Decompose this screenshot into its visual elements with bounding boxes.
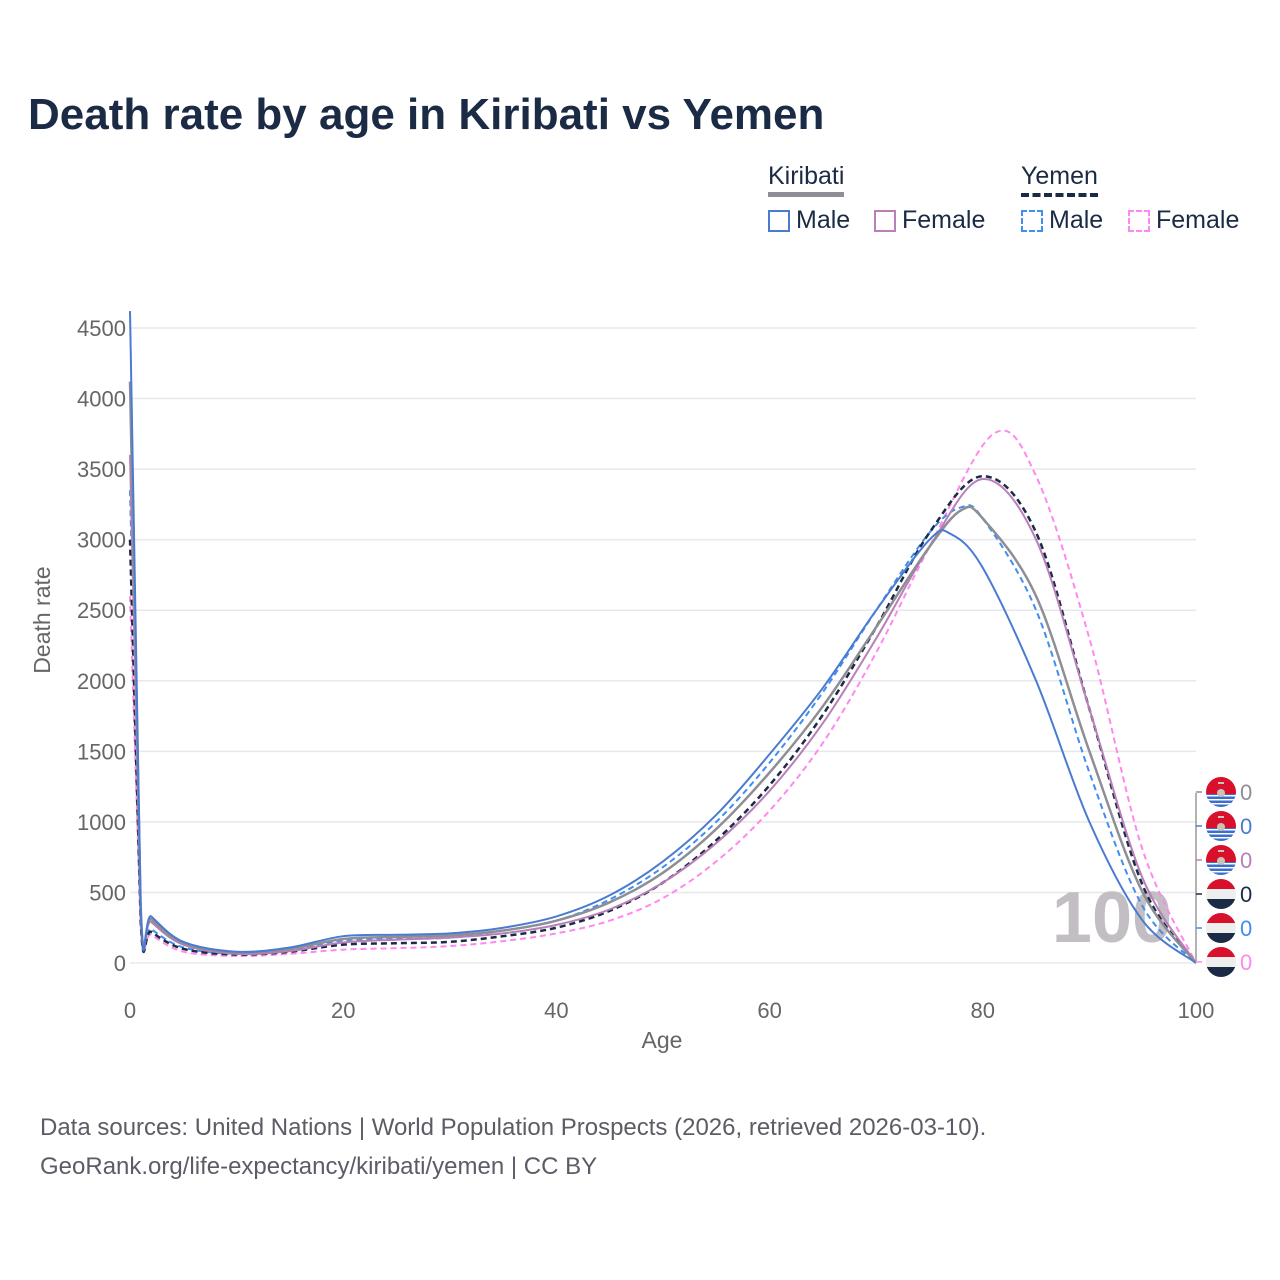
yemen-flag-icon (1206, 947, 1236, 977)
series-line-kiribati-female[interactable] (129, 454, 1197, 964)
kiribati-flag-icon (1206, 811, 1236, 841)
x-tick-label: 40 (544, 998, 568, 1023)
series-line-yemen-male[interactable] (129, 490, 1197, 964)
legend-kiribati-label: Kiribati (768, 162, 845, 190)
x-tick-label: 0 (124, 998, 136, 1023)
legend-label: Female (1156, 206, 1240, 234)
x-tick-label: 20 (331, 998, 355, 1023)
legend-swatch-icon (1021, 209, 1043, 232)
series-line-yemen[interactable] (128, 474, 1198, 964)
end-value-label: 0 (1240, 950, 1252, 975)
yemen-flag-icon (1206, 913, 1236, 943)
kiribati-flag-icon (1206, 777, 1236, 807)
y-tick-label: 0 (114, 951, 126, 976)
y-tick-label: 1500 (77, 739, 126, 764)
y-tick-label: 1000 (77, 810, 126, 835)
kiribati-flag-icon (1206, 845, 1236, 875)
y-tick-label: 2000 (77, 669, 126, 694)
x-axis-label: Age (642, 1027, 683, 1053)
end-value-label: 0 (1240, 780, 1252, 805)
x-tick-label: 60 (757, 998, 781, 1023)
legend-yemen-male[interactable]: Male (1021, 206, 1103, 235)
legend-label: Male (1049, 206, 1104, 234)
y-tick-label: 4000 (77, 387, 126, 412)
yemen-flag-icon (1206, 879, 1236, 909)
series-line-kiribati-male[interactable] (129, 311, 1197, 964)
legend-group-yemen[interactable]: Yemen (1021, 162, 1098, 197)
end-value-label: 0 (1240, 882, 1252, 907)
legend-swatch-icon (768, 209, 790, 232)
series-line-yemen-female[interactable] (129, 429, 1197, 964)
source-line: Data sources: United Nations | World Pop… (40, 1114, 987, 1141)
y-tick-label: 4500 (77, 316, 126, 341)
y-tick-label: 3500 (77, 457, 126, 482)
legend-kiribati-female[interactable]: Female (874, 206, 985, 235)
end-value-label: 0 (1240, 848, 1252, 873)
legend-swatch-icon (1128, 209, 1150, 232)
legend-yemen-female[interactable]: Female (1128, 206, 1239, 235)
legend-kiribati-male[interactable]: Male (768, 206, 850, 235)
legend-yemen-label: Yemen (1021, 162, 1098, 190)
y-tick-label: 500 (89, 880, 126, 905)
legend-group-kiribati[interactable]: Kiribati (768, 162, 845, 197)
chart-title: Death rate by age in Kiribati vs Yemen (28, 90, 825, 139)
age-watermark: 100 (1052, 878, 1172, 958)
y-tick-label: 3000 (77, 528, 126, 553)
y-tick-label: 2500 (77, 598, 126, 623)
end-value-label: 0 (1240, 916, 1252, 941)
series-line-kiribati[interactable] (128, 381, 1197, 964)
x-tick-label: 80 (971, 998, 995, 1023)
legend-label: Female (902, 206, 986, 234)
source-link[interactable]: GeoRank.org/life-expectancy/kiribati/yem… (40, 1153, 598, 1180)
legend-swatch-icon (874, 209, 896, 232)
y-axis-label: Death rate (29, 566, 55, 673)
x-tick-label: 100 (1178, 998, 1215, 1023)
end-value-label: 0 (1240, 814, 1252, 839)
legend-label: Male (796, 206, 851, 234)
source-note: Data sources: United Nations | World Pop… (40, 1108, 986, 1186)
